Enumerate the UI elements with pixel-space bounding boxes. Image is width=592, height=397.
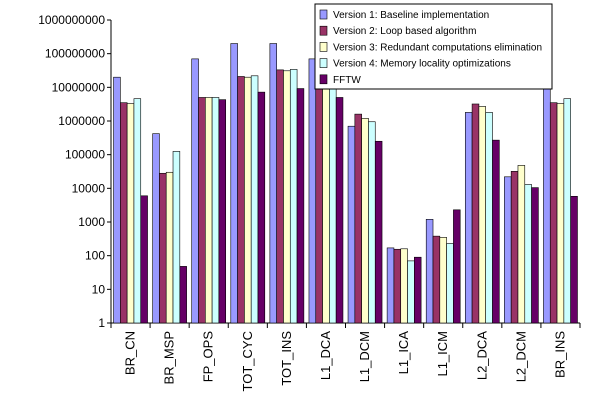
bar (308, 58, 317, 324)
category-label: BR_MSP (162, 331, 177, 384)
y-tick-label: 10000000 (52, 80, 106, 94)
bar (563, 98, 571, 324)
bar (159, 172, 167, 324)
bar (211, 97, 220, 324)
bar (276, 69, 284, 324)
bar (269, 43, 277, 324)
bar (133, 98, 142, 324)
bar (283, 70, 291, 324)
y-tick-label: 100000000 (45, 47, 105, 61)
bar (361, 118, 369, 324)
bar (140, 195, 148, 324)
legend-swatch (319, 42, 328, 52)
bar (471, 103, 480, 324)
legend-swatch (319, 74, 328, 85)
bar (464, 112, 473, 324)
bar (400, 248, 408, 324)
bar (524, 184, 532, 324)
y-tick-label: 1000000 (58, 114, 105, 128)
category-label: L1_ICA (396, 331, 411, 375)
legend-label: Version 4: Memory locality optimizations (333, 59, 511, 70)
category-label: BR_INS (552, 331, 567, 378)
bar (322, 85, 330, 324)
bar (113, 76, 121, 324)
bar (543, 76, 551, 324)
legend-swatch (319, 25, 328, 36)
bar (407, 260, 415, 324)
bar (504, 176, 512, 324)
y-tick-label: 1000 (78, 215, 105, 229)
bar (250, 75, 259, 324)
category-label: BR_CN (123, 331, 138, 375)
bar (368, 121, 376, 324)
y-tick-label: 1000000000 (38, 13, 105, 27)
y-tick-label: 100000 (65, 148, 105, 162)
bar (191, 58, 199, 324)
category-label: L2_DCA (474, 331, 489, 380)
y-tick-label: 10000 (72, 181, 106, 195)
category-label: TOT_INS (279, 331, 294, 386)
legend-label: Version 2: Loop based algorithm (333, 26, 476, 37)
bar (347, 125, 356, 324)
category-label: FP_OPS (201, 331, 216, 383)
category-label: L1_DCA (318, 331, 333, 380)
bar (165, 171, 174, 324)
bar (230, 43, 238, 324)
bar (485, 112, 493, 324)
bar (425, 219, 434, 324)
bar (510, 171, 519, 324)
bar (393, 248, 402, 324)
bar (517, 165, 526, 324)
bar (120, 102, 128, 324)
bar (492, 139, 500, 324)
bar (289, 69, 298, 324)
bar (374, 140, 383, 324)
bar (446, 243, 454, 324)
legend-swatch (319, 58, 328, 68)
legend-swatch (319, 9, 328, 20)
bar (556, 103, 565, 324)
bar (549, 102, 558, 324)
bar (386, 247, 395, 324)
bar (218, 99, 227, 324)
y-tick-label: 10 (92, 282, 106, 296)
bar (335, 97, 344, 324)
bar (315, 84, 323, 324)
bar (126, 103, 135, 324)
bar (257, 91, 266, 324)
bar (152, 133, 160, 324)
legend-label: Version 1: Baseline implementation (333, 10, 489, 21)
bar (329, 88, 337, 324)
bar (244, 76, 252, 324)
bar (237, 76, 245, 324)
chart-legend: Version 1: Baseline implementation Versio… (314, 3, 553, 90)
y-tick-label: 1 (98, 316, 105, 330)
bar (453, 209, 461, 324)
category-label: TOT_CYC (240, 331, 255, 391)
chart-bars (113, 43, 578, 324)
category-label: L1_DCM (357, 331, 372, 382)
bar (354, 113, 362, 324)
bar (478, 106, 486, 324)
bar (296, 88, 305, 324)
legend-box (314, 3, 553, 90)
category-label: L1_ICM (435, 331, 450, 377)
chart-axes: 1 10 100 1000 10000 100000 1000000 10000000 1000… (38, 13, 581, 391)
legend-label: Version 3: Redundant computations elimin… (333, 42, 542, 53)
bar (414, 256, 422, 324)
bar (531, 187, 539, 324)
category-label: L2_DCM (513, 331, 528, 382)
legend-label: FFTW (333, 75, 361, 86)
y-tick-label: 100 (85, 249, 105, 263)
bar (432, 235, 441, 324)
bar (198, 97, 206, 324)
bar (570, 195, 578, 324)
bar (179, 266, 187, 324)
bar (439, 237, 447, 324)
bar (172, 151, 181, 324)
bar (205, 97, 213, 324)
